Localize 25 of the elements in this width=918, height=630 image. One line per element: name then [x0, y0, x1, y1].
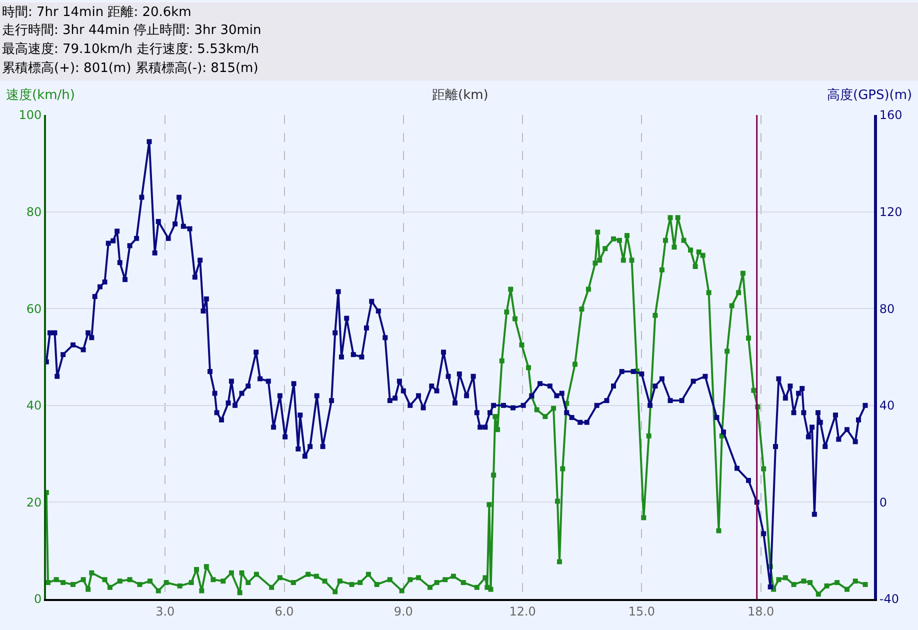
x-tick-label: 12.0: [509, 604, 536, 618]
text: 時間: 7hr 14min 距離: 20.6km: [2, 5, 192, 20]
x-tick-label: 18.0: [747, 604, 774, 618]
x-tick-label: 3.0: [156, 604, 175, 618]
y2-tick-label: -40: [879, 592, 900, 606]
y2-tick-label: 40: [879, 398, 895, 413]
y-tick-label: 0: [34, 592, 42, 606]
y-axis-title: 速度(km/h): [6, 87, 75, 103]
y-tick-label: 80: [26, 205, 42, 219]
y-tick-label: 60: [26, 302, 42, 316]
y2-tick-label: 80: [879, 302, 895, 316]
text: 最高速度: 79.10km/h 走行速度: 5.53km/h: [2, 41, 259, 57]
x-tick-label: 6.0: [274, 604, 294, 618]
y2-tick-label: 120: [879, 205, 902, 219]
x-tick-label: 15.0: [628, 604, 656, 618]
x-tick-label: 9.0: [394, 604, 413, 618]
y-tick-label: 40: [26, 398, 42, 413]
text: 累積標高(+): 801(m) 累積標高(-): 815(m): [2, 60, 258, 76]
y2-tick-label: 0: [879, 495, 888, 510]
y-tick-label: 20: [26, 495, 42, 510]
y-tick-label: 100: [18, 108, 42, 122]
text: 走行時間: 3hr 44min 停止時間: 3hr 30min: [2, 23, 262, 38]
x-axis-title: 距離(km): [432, 88, 488, 103]
y2-tick-label: 160: [879, 108, 902, 122]
y2-axis-title: 高度(GPS)(m): [827, 87, 912, 103]
